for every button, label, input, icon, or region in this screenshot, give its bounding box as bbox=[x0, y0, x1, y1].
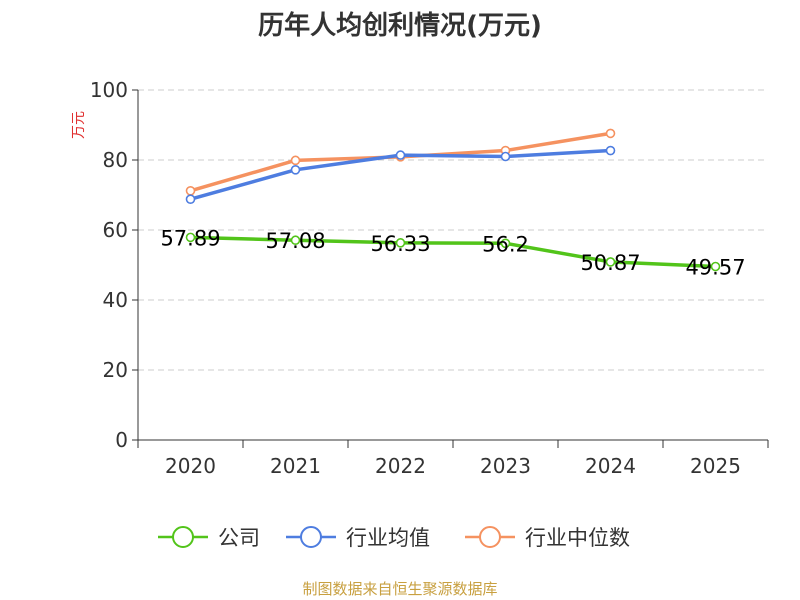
legend[interactable]: 公司 行业均值 行业中位数 bbox=[158, 526, 630, 550]
data-label: 57.08 bbox=[265, 229, 325, 253]
data-point bbox=[605, 257, 616, 267]
data-point bbox=[290, 235, 301, 246]
axes: 0 20 40 60 80 100 2020 2021 2022 2023 2024 2025 bbox=[90, 78, 769, 478]
y-tick-label: 40 bbox=[103, 288, 128, 312]
data-point bbox=[290, 155, 301, 166]
legend-marker bbox=[300, 526, 322, 548]
data-point bbox=[185, 232, 196, 243]
data-label: 50.87 bbox=[580, 251, 640, 275]
data-label: 56.2 bbox=[482, 232, 529, 256]
legend-marker bbox=[479, 526, 501, 548]
y-tick-label: 20 bbox=[103, 358, 128, 382]
legend-label: 行业中位数 bbox=[525, 526, 630, 550]
data-point bbox=[290, 165, 301, 175]
legend-item-2[interactable]: 行业中位数 bbox=[465, 526, 630, 550]
legend-marker bbox=[172, 526, 194, 548]
data-point bbox=[500, 238, 511, 249]
legend-item-0[interactable]: 公司 bbox=[158, 526, 260, 550]
data-point bbox=[710, 261, 721, 272]
x-tick-label: 2020 bbox=[165, 454, 216, 478]
x-tick-label: 2021 bbox=[270, 454, 321, 478]
source-note: 制图数据来自恒生聚源数据库 bbox=[302, 580, 497, 598]
data-point bbox=[500, 151, 511, 162]
data-label: 56.33 bbox=[370, 232, 430, 256]
grid-lines bbox=[138, 89, 768, 371]
data-labels: 57.89 57.08 56.33 56.2 50.87 49.57 bbox=[160, 226, 745, 279]
data-point bbox=[605, 145, 616, 156]
x-tick-label: 2024 bbox=[585, 454, 636, 478]
legend-item-1[interactable]: 行业均值 bbox=[286, 526, 430, 550]
data-point bbox=[185, 194, 196, 204]
data-label: 49.57 bbox=[685, 256, 745, 280]
y-tick-label: 80 bbox=[103, 148, 128, 172]
legend-label: 公司 bbox=[218, 526, 260, 550]
data-point bbox=[605, 128, 616, 139]
data-label: 57.89 bbox=[160, 226, 220, 250]
data-point bbox=[395, 238, 406, 248]
x-tick-label: 2022 bbox=[375, 454, 426, 478]
y-tick-label: 0 bbox=[115, 428, 128, 452]
series-line bbox=[190, 235, 716, 269]
x-tick-label: 2025 bbox=[690, 454, 741, 478]
x-tick-label: 2023 bbox=[480, 454, 531, 478]
series-group bbox=[185, 128, 721, 272]
series-2 bbox=[185, 128, 616, 196]
legend-label: 行业均值 bbox=[346, 526, 430, 550]
series-1 bbox=[185, 145, 616, 204]
y-axis-label: 万元 bbox=[71, 111, 87, 139]
data-point bbox=[395, 150, 406, 160]
series-0 bbox=[185, 232, 721, 272]
chart-title: 历年人均创利情况(万元) bbox=[258, 10, 542, 41]
y-tick-label: 60 bbox=[103, 218, 128, 242]
y-tick-label: 100 bbox=[90, 78, 128, 102]
data-point bbox=[185, 186, 196, 196]
